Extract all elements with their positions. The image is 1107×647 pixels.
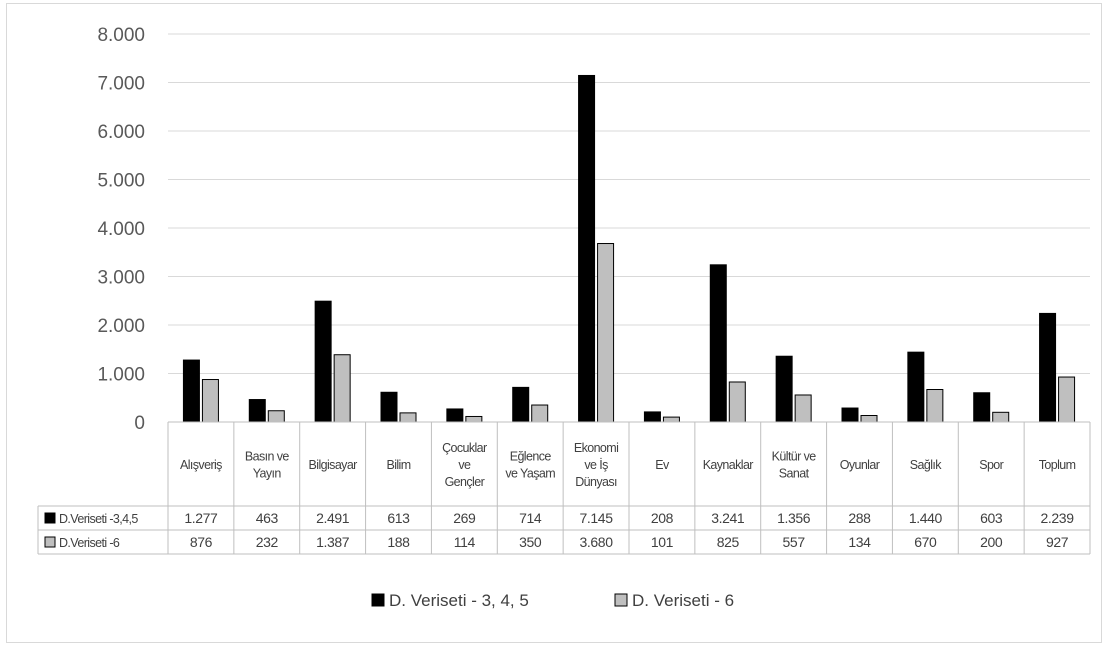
- y-tick-label: 2.000: [97, 316, 145, 337]
- table-value: 714: [519, 510, 542, 526]
- bar: [532, 405, 548, 422]
- bar: [466, 416, 482, 422]
- legend-key: [615, 594, 627, 606]
- table-value: 463: [256, 510, 279, 526]
- bar: [1059, 377, 1075, 422]
- bar: [710, 265, 726, 422]
- y-tick-label: 7.000: [97, 74, 145, 95]
- bar: [927, 390, 943, 422]
- bar: [776, 356, 792, 422]
- bar: [663, 417, 679, 422]
- table-value: 101: [651, 534, 674, 550]
- bar: [974, 393, 990, 422]
- table-value: 1.356: [777, 510, 811, 526]
- bar: [795, 395, 811, 422]
- table-value: 1.387: [316, 534, 350, 550]
- category-label: Kültür ve Sanat: [772, 450, 817, 481]
- bar: [334, 355, 350, 422]
- bar: [268, 411, 284, 422]
- category-label: Kaynaklar: [703, 458, 754, 472]
- table-value: 876: [190, 534, 213, 550]
- y-tick-label: 8.000: [97, 25, 145, 46]
- bar: [202, 380, 218, 422]
- bar: [1040, 313, 1056, 422]
- category-label: Spor: [979, 458, 1003, 472]
- bar: [381, 392, 397, 422]
- y-tick-label: 0: [134, 413, 145, 434]
- table-value: 557: [783, 534, 806, 550]
- y-tick-label: 6.000: [97, 122, 145, 143]
- bar: [908, 352, 924, 422]
- bar: [249, 400, 265, 422]
- table-legend-key: [45, 513, 55, 523]
- table-value: 288: [848, 510, 871, 526]
- table-value: 7.145: [580, 510, 614, 526]
- table-value: 3.680: [580, 534, 614, 550]
- table-value: 603: [980, 510, 1003, 526]
- table-value: 2.491: [316, 510, 350, 526]
- table-value: 2.239: [1041, 510, 1075, 526]
- bar: [598, 244, 614, 422]
- table-legend-key: [45, 537, 55, 547]
- bar: [842, 408, 858, 422]
- category-label: Toplum: [1039, 458, 1076, 472]
- category-label: Ekonomi ve İş Dünyası: [574, 441, 618, 489]
- category-label: Sağlık: [910, 458, 942, 472]
- y-tick-label: 4.000: [97, 219, 145, 240]
- table-value: 188: [387, 534, 410, 550]
- y-tick-label: 1.000: [97, 365, 145, 386]
- table-value: 208: [651, 510, 674, 526]
- bar: [729, 382, 745, 422]
- table-value: 3.241: [711, 510, 745, 526]
- bar: [861, 416, 877, 422]
- bar: [183, 360, 199, 422]
- y-tick-label: 5.000: [97, 171, 145, 192]
- table-value: 200: [980, 534, 1003, 550]
- table-value: 1.277: [184, 510, 218, 526]
- table-value: 350: [519, 534, 542, 550]
- category-label: Ev: [655, 458, 670, 472]
- bar: [993, 412, 1009, 422]
- category-label: Çocuklar ve Gençler: [442, 441, 487, 489]
- category-label: Eğlence ve Yaşam: [505, 450, 555, 481]
- bar: [447, 409, 463, 422]
- table-value: 232: [256, 534, 279, 550]
- category-label: Bilgisayar: [309, 458, 358, 472]
- category-label: Alışveriş: [180, 458, 222, 472]
- table-value: 114: [454, 534, 476, 550]
- category-label: Oyunlar: [840, 458, 880, 472]
- category-label: Basın ve Yayın: [245, 450, 289, 481]
- table-value: 670: [914, 534, 937, 550]
- bar: [644, 412, 660, 422]
- category-label: Bilim: [386, 458, 410, 472]
- legend-label: D. Veriseti - 3, 4, 5: [389, 591, 529, 610]
- legend-label: D. Veriseti - 6: [632, 591, 734, 610]
- table-value: 825: [717, 534, 740, 550]
- table-value: 613: [387, 510, 410, 526]
- y-tick-label: 3.000: [97, 268, 145, 289]
- bar: [579, 75, 595, 422]
- table-value: 1.440: [909, 510, 943, 526]
- table-value: 269: [453, 510, 476, 526]
- legend-key: [372, 594, 384, 606]
- table-row-label: D.Veriseti -6: [59, 536, 120, 550]
- table-value: 134: [848, 534, 871, 550]
- bar: [400, 413, 416, 422]
- table-row-label: D.Veriseti -3,4,5: [59, 512, 138, 526]
- table-value: 927: [1046, 534, 1069, 550]
- bar: [513, 387, 529, 422]
- bar: [315, 301, 331, 422]
